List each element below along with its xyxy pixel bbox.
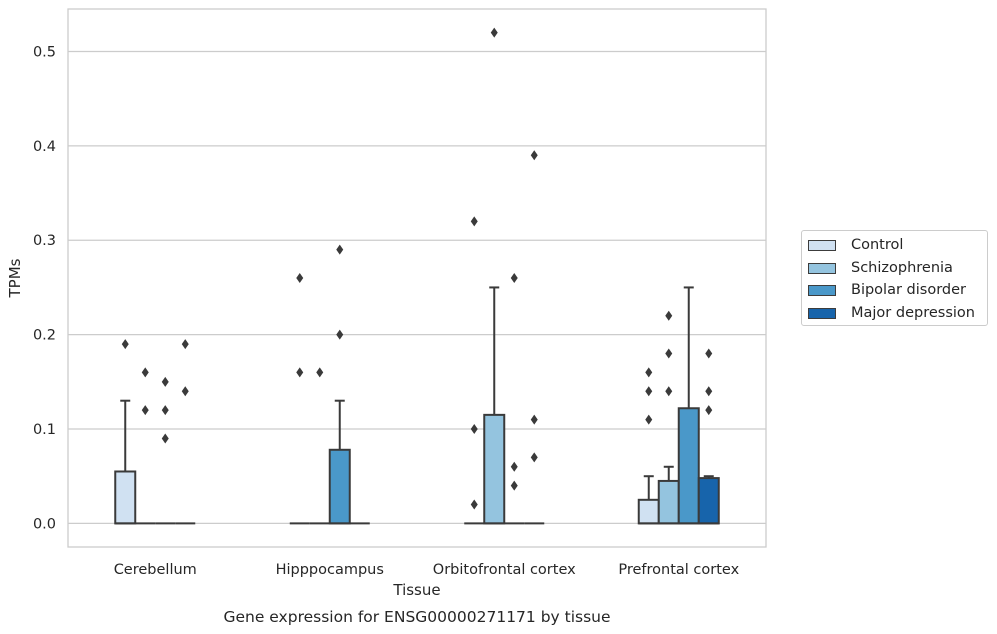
outlier-point <box>530 414 538 425</box>
y-tick-label: 0.1 <box>33 422 56 438</box>
outlier-point <box>161 405 169 416</box>
y-tick-label: 0.4 <box>33 139 56 155</box>
outlier-point <box>490 27 498 38</box>
x-tick-label: Prefrontal cortex <box>618 562 739 578</box>
y-tick-label: 0.5 <box>33 44 56 60</box>
legend: Control Schizophrenia Bipolar disorder M… <box>801 230 988 326</box>
plot-area-frame <box>67 8 767 548</box>
outlier-point <box>296 367 304 378</box>
legend-swatch <box>808 284 836 296</box>
outlier-point <box>530 452 538 463</box>
box <box>637 498 660 525</box>
legend-swatch <box>808 239 836 251</box>
outlier-point <box>645 367 653 378</box>
box-3-0 <box>637 367 660 525</box>
box-0-3 <box>175 339 196 525</box>
x-tick-label: Cerebellum <box>114 562 197 578</box>
legend-item-control: Control <box>808 235 903 255</box>
box-2-1 <box>483 27 506 525</box>
box-2-2 <box>504 273 525 525</box>
outlier-point <box>470 424 478 435</box>
outlier-point <box>665 348 673 359</box>
chart-caption: Gene expression for ENSG00000271171 by t… <box>223 608 610 626</box>
outlier-point <box>510 273 518 283</box>
outlier-point <box>141 405 149 416</box>
outlier-point <box>705 405 713 416</box>
x-tick-label: Orbitofrontal cortex <box>433 562 576 578</box>
box <box>697 477 720 525</box>
x-axis-ticks: Cerebellum Hipppocampus Orbitofrontal cort… <box>114 562 740 578</box>
box-2-0 <box>464 216 485 525</box>
outlier-point <box>645 414 653 425</box>
legend-item-schizophrenia: Schizophrenia <box>808 258 953 278</box>
legend-swatch <box>808 307 836 319</box>
box-2-3 <box>524 150 545 525</box>
y-axis-ticks: 0.0 0.1 0.2 0.3 0.4 0.5 <box>33 44 56 532</box>
box-0-1 <box>135 367 156 525</box>
box-3-2 <box>677 286 700 525</box>
y-tick-label: 0.3 <box>33 233 56 249</box>
outlier-point <box>510 461 518 472</box>
legend-label: Control <box>851 237 904 253</box>
outlier-point <box>336 329 344 340</box>
legend-item-major-depression: Major depression <box>808 303 975 323</box>
legend-label: Major depression <box>851 305 975 321</box>
box-1-0 <box>289 273 310 525</box>
outlier-point <box>470 216 478 227</box>
outlier-point <box>470 499 478 510</box>
outlier-point <box>121 339 129 350</box>
box <box>114 470 137 525</box>
outlier-point <box>705 386 713 397</box>
legend-label: Schizophrenia <box>851 260 953 276</box>
outlier-point <box>141 367 149 378</box>
box <box>657 479 680 525</box>
outlier-point <box>296 273 304 283</box>
outlier-point <box>645 386 653 397</box>
outlier-point <box>161 376 169 387</box>
grid-lines <box>68 50 766 525</box>
outlier-point <box>510 480 518 491</box>
box-0-2 <box>155 376 176 525</box>
box-layer <box>114 27 720 525</box>
outlier-point <box>665 310 673 321</box>
box-1-1 <box>309 367 330 525</box>
box <box>677 407 700 525</box>
y-tick-label: 0.0 <box>33 516 56 532</box>
box-3-1 <box>657 310 680 525</box>
box-1-2 <box>328 244 351 525</box>
box-0-0 <box>114 339 137 525</box>
y-axis-title: TPMs <box>6 258 24 298</box>
outlier-point <box>316 367 324 378</box>
y-tick-label: 0.2 <box>33 328 56 344</box>
outlier-point <box>336 244 344 255</box>
legend-swatch <box>808 262 836 274</box>
outlier-point <box>530 150 538 161</box>
legend-label: Bipolar disorder <box>851 282 966 298</box>
box <box>483 413 506 525</box>
x-axis-title: Tissue <box>392 581 440 599</box>
box-3-3 <box>697 348 720 525</box>
outlier-point <box>161 433 169 444</box>
outlier-point <box>665 386 673 397</box>
outlier-point <box>181 339 189 350</box>
outlier-point <box>181 386 189 397</box>
x-tick-label: Hipppocampus <box>276 562 384 578</box>
legend-item-bipolar-disorder: Bipolar disorder <box>808 280 966 300</box>
outlier-point <box>705 348 713 359</box>
box <box>328 448 351 525</box>
